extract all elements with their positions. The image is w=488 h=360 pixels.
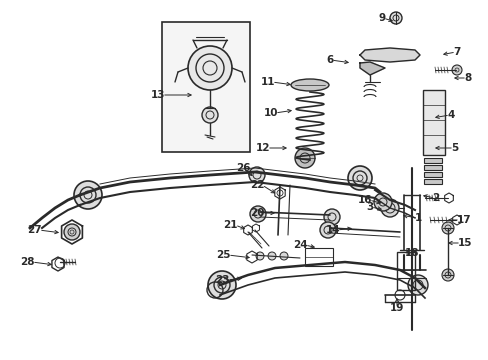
Circle shape: [407, 275, 427, 295]
Ellipse shape: [290, 79, 328, 91]
Circle shape: [202, 107, 218, 123]
Text: 11: 11: [260, 77, 274, 87]
Circle shape: [451, 65, 461, 75]
Circle shape: [441, 269, 453, 281]
Bar: [423, 179, 441, 184]
Text: 6: 6: [326, 55, 333, 65]
Text: 3: 3: [366, 202, 373, 212]
Text: 18: 18: [404, 248, 419, 258]
Circle shape: [380, 199, 398, 217]
Bar: [396, 252, 414, 290]
Text: 19: 19: [389, 303, 404, 313]
Text: 8: 8: [463, 73, 470, 83]
Polygon shape: [359, 62, 384, 75]
Text: 14: 14: [325, 225, 339, 235]
Text: 27: 27: [27, 225, 42, 235]
Text: 21: 21: [223, 220, 238, 230]
Text: 16: 16: [357, 195, 371, 205]
Circle shape: [267, 252, 275, 260]
Polygon shape: [359, 48, 419, 62]
Circle shape: [441, 222, 453, 234]
Text: 28: 28: [20, 257, 35, 267]
Circle shape: [319, 222, 335, 238]
Text: 1: 1: [414, 213, 421, 223]
Circle shape: [384, 50, 394, 60]
Circle shape: [248, 167, 264, 183]
Text: 5: 5: [450, 143, 457, 153]
Text: 2: 2: [431, 193, 438, 203]
Circle shape: [389, 12, 401, 24]
Circle shape: [187, 46, 231, 90]
Text: 26: 26: [235, 163, 250, 173]
Text: 13: 13: [150, 90, 164, 100]
Text: 7: 7: [452, 47, 459, 57]
Circle shape: [249, 206, 265, 222]
Text: 15: 15: [457, 238, 471, 248]
Text: 12: 12: [255, 143, 269, 153]
Circle shape: [207, 271, 236, 299]
Circle shape: [74, 181, 102, 209]
Bar: [305, 248, 332, 266]
Circle shape: [256, 252, 264, 260]
Circle shape: [280, 252, 287, 260]
Text: 4: 4: [446, 110, 453, 120]
Text: 10: 10: [263, 108, 278, 118]
Bar: [422, 90, 444, 155]
Circle shape: [347, 166, 371, 190]
Circle shape: [324, 209, 339, 225]
Circle shape: [64, 224, 80, 240]
Bar: [423, 158, 441, 163]
Text: 20: 20: [250, 208, 264, 218]
Text: 17: 17: [456, 215, 470, 225]
Bar: [423, 165, 441, 170]
Text: 23: 23: [215, 275, 229, 285]
Circle shape: [294, 148, 314, 168]
Text: 9: 9: [378, 13, 385, 23]
Text: 22: 22: [250, 180, 264, 190]
Text: 25: 25: [216, 250, 230, 260]
Bar: [162, 22, 249, 152]
Bar: [423, 172, 441, 177]
Circle shape: [373, 193, 391, 211]
Text: 24: 24: [293, 240, 307, 250]
